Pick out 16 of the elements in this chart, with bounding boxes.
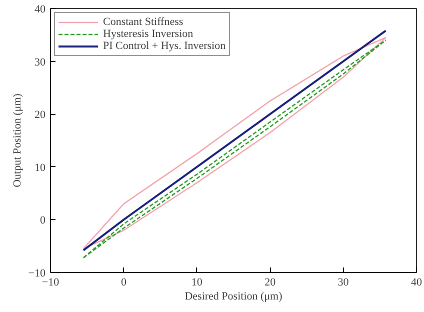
legend-label: PI Control + Hys. Inversion (103, 40, 226, 52)
x-tick-label: 30 (338, 276, 350, 288)
x-axis-title: Desired Position (μm) (184, 290, 283, 302)
y-tick-label: 40 (34, 4, 46, 16)
y-tick-label: 30 (34, 56, 46, 68)
y-axis-title: Output Position (μm) (11, 93, 24, 188)
y-tick-label: 20 (34, 109, 46, 122)
x-tick-label: 0 (120, 276, 127, 288)
y-tick-label: −10 (28, 268, 46, 280)
legend-label: Hysteresis Inversion (103, 28, 194, 40)
y-tick-label: 10 (34, 162, 46, 174)
x-tick-label: 20 (264, 276, 276, 288)
x-tick-label: 40 (411, 276, 422, 288)
x-tick-label: 10 (191, 276, 203, 288)
legend-label: Constant Stiffness (103, 16, 184, 28)
y-tick-label: 0 (40, 214, 46, 227)
